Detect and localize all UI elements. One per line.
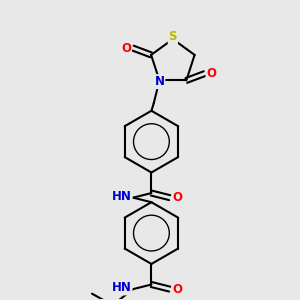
- Text: O: O: [206, 67, 217, 80]
- Text: O: O: [121, 42, 131, 55]
- Text: O: O: [173, 191, 183, 204]
- Text: S: S: [169, 30, 177, 43]
- Text: O: O: [173, 283, 183, 296]
- Text: HN: HN: [112, 190, 132, 203]
- Text: HN: HN: [112, 281, 132, 295]
- Text: N: N: [154, 75, 164, 88]
